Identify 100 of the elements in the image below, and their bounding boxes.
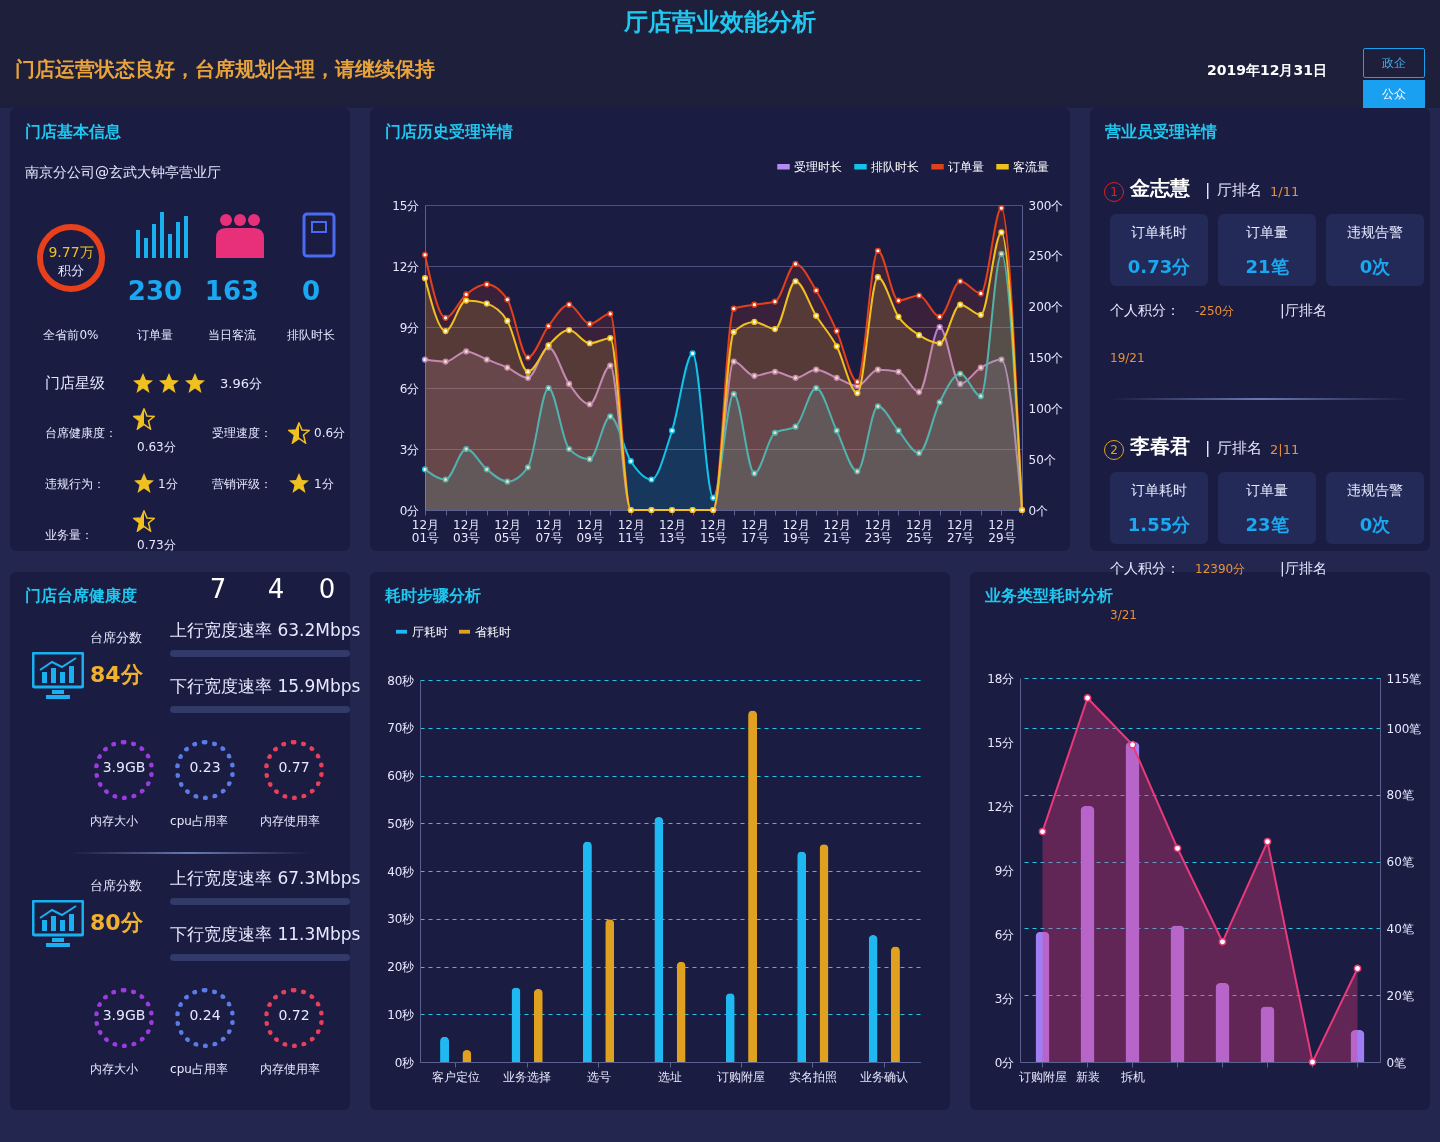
y-tick-label: 80秒 <box>387 673 415 688</box>
y-tick-label: 0分 <box>994 1055 1015 1070</box>
text: 0次 <box>1359 514 1391 536</box>
text: | <box>1205 180 1211 200</box>
x-tick-label: 12月 15号 <box>700 517 728 545</box>
x-tick-label: 选号 <box>586 1069 611 1084</box>
y-tick-label: 50秒 <box>387 816 415 831</box>
text: cpu占用率 <box>170 1062 228 1077</box>
legend-label: 订单量 <box>948 159 984 174</box>
text: 全省前0% <box>43 328 99 343</box>
y2-tick-label: 250个 <box>1028 249 1064 264</box>
y2-tick-label: 0个 <box>1028 503 1049 518</box>
x-tick-label: 12月 11号 <box>617 517 645 545</box>
x-tick-label: 12月 21号 <box>823 517 851 545</box>
text: 个人积分： <box>1110 302 1180 319</box>
x-tick-label: 选址 <box>658 1069 682 1084</box>
y2-tick-label: 100笔 <box>1386 721 1422 736</box>
text: 上行宽度速率 67.3Mbps <box>170 868 361 889</box>
text: 1/11 <box>1270 184 1300 200</box>
text: 7 <box>209 574 227 606</box>
text: 门店运营状态良好，台席规划合理，请继续保持 <box>15 57 435 81</box>
y-tick-label: 70秒 <box>387 721 415 736</box>
text: 金志慧 <box>1130 176 1190 200</box>
y-tick-label: 9分 <box>399 320 420 335</box>
chart-title: 耗时步骤分析 <box>385 586 481 606</box>
text: 2|11 <box>1270 442 1300 458</box>
text: 3.9GB <box>102 1007 146 1024</box>
x-tick-label: 实名拍照 <box>788 1069 837 1084</box>
text: 23笔 <box>1245 514 1289 536</box>
text: 0.6分 <box>314 426 346 441</box>
y-tick-label: 0秒 <box>394 1055 415 1070</box>
text: 0.77 <box>278 759 310 776</box>
text: 3.96分 <box>220 376 262 392</box>
y-tick-label: 9分 <box>994 863 1015 878</box>
y-tick-label: 3分 <box>994 991 1015 1006</box>
y-tick-label: 6分 <box>399 381 420 396</box>
y-tick-label: 6分 <box>994 927 1015 942</box>
text: 1 <box>1104 182 1124 202</box>
text: 163 <box>204 276 260 308</box>
text: 19/21 <box>1110 351 1145 366</box>
y-tick-label: 60秒 <box>387 769 415 783</box>
text: 9.77万 <box>48 244 94 261</box>
text: 1分 <box>314 477 334 492</box>
text: 李春君 <box>1130 434 1190 458</box>
x-tick-label: 12月 27号 <box>947 517 975 545</box>
y2-tick-label: 0笔 <box>1386 1055 1407 1070</box>
x-tick-label: 12月 23号 <box>864 517 893 545</box>
y-tick-label: 3分 <box>399 442 420 457</box>
legend-label: 厅耗时 <box>412 624 448 639</box>
y-tick-label: 40秒 <box>387 864 415 879</box>
y2-tick-label: 200个 <box>1028 300 1064 315</box>
y2-tick-label: 300个 <box>1028 198 1064 213</box>
text: 个人积分： <box>1110 560 1180 577</box>
text: 订单量 <box>1246 224 1288 241</box>
text: 门店台席健康度 <box>25 586 137 606</box>
y2-tick-label: 150个 <box>1028 351 1064 365</box>
y2-tick-label: 50个 <box>1028 452 1056 467</box>
text: |厅排名 <box>1280 560 1327 577</box>
y-tick-label: 0分 <box>399 503 420 518</box>
text: 0.72 <box>278 1007 310 1024</box>
text: 0.24 <box>189 1007 221 1024</box>
x-tick-label: 订购附屋 <box>717 1069 766 1084</box>
y2-tick-label: 80笔 <box>1386 788 1414 803</box>
y-tick-label: 12分 <box>392 259 420 274</box>
y-tick-label: 30秒 <box>387 912 415 927</box>
text: 营销评级： <box>212 477 272 492</box>
text: 受理速度： <box>212 426 272 441</box>
x-tick-label: 业务确认 <box>860 1069 909 1084</box>
y2-tick-label: 100个 <box>1028 401 1064 416</box>
text: 80分 <box>90 910 143 937</box>
text: 下行宽度速率 15.9Mbps <box>170 676 361 697</box>
x-tick-label: 12月 09号 <box>576 517 604 545</box>
chart-title: 门店历史受理详情 <box>385 122 513 142</box>
text: 0.73分 <box>137 538 176 553</box>
text: 下行宽度速率 11.3Mbps <box>170 924 361 945</box>
x-tick-label: 12月 05号 <box>494 517 522 545</box>
text: 订单耗时 <box>1131 224 1187 241</box>
text: 厅排名 <box>1217 439 1262 457</box>
text: 上行宽度速率 63.2Mbps <box>170 620 361 641</box>
text: 0.23 <box>189 759 221 776</box>
legend-label: 省耗时 <box>475 624 511 639</box>
y2-tick-label: 20笔 <box>1386 988 1414 1003</box>
x-tick-label: 12月 01号 <box>411 517 440 545</box>
text: 1.55分 <box>1127 514 1191 536</box>
text: 订单耗时 <box>1131 482 1187 499</box>
y2-tick-label: 60笔 <box>1386 855 1414 870</box>
text: 业务量： <box>45 528 93 543</box>
text: 订单量 <box>1246 482 1288 499</box>
text: 排队时长 <box>287 328 335 343</box>
text: 0 <box>301 276 321 308</box>
text: 3/21 <box>1110 608 1137 623</box>
text: 21笔 <box>1245 256 1289 278</box>
text: 门店星级 <box>45 374 105 392</box>
y-tick-label: 12分 <box>987 799 1015 814</box>
text: 营业员受理详情 <box>1105 122 1217 142</box>
x-tick-label: 新装 <box>1075 1069 1100 1084</box>
text: 内存大小 <box>90 814 138 829</box>
text: 0.63分 <box>137 440 176 455</box>
text: 台席健康度： <box>45 426 117 441</box>
text: 台席分数 <box>90 878 142 894</box>
